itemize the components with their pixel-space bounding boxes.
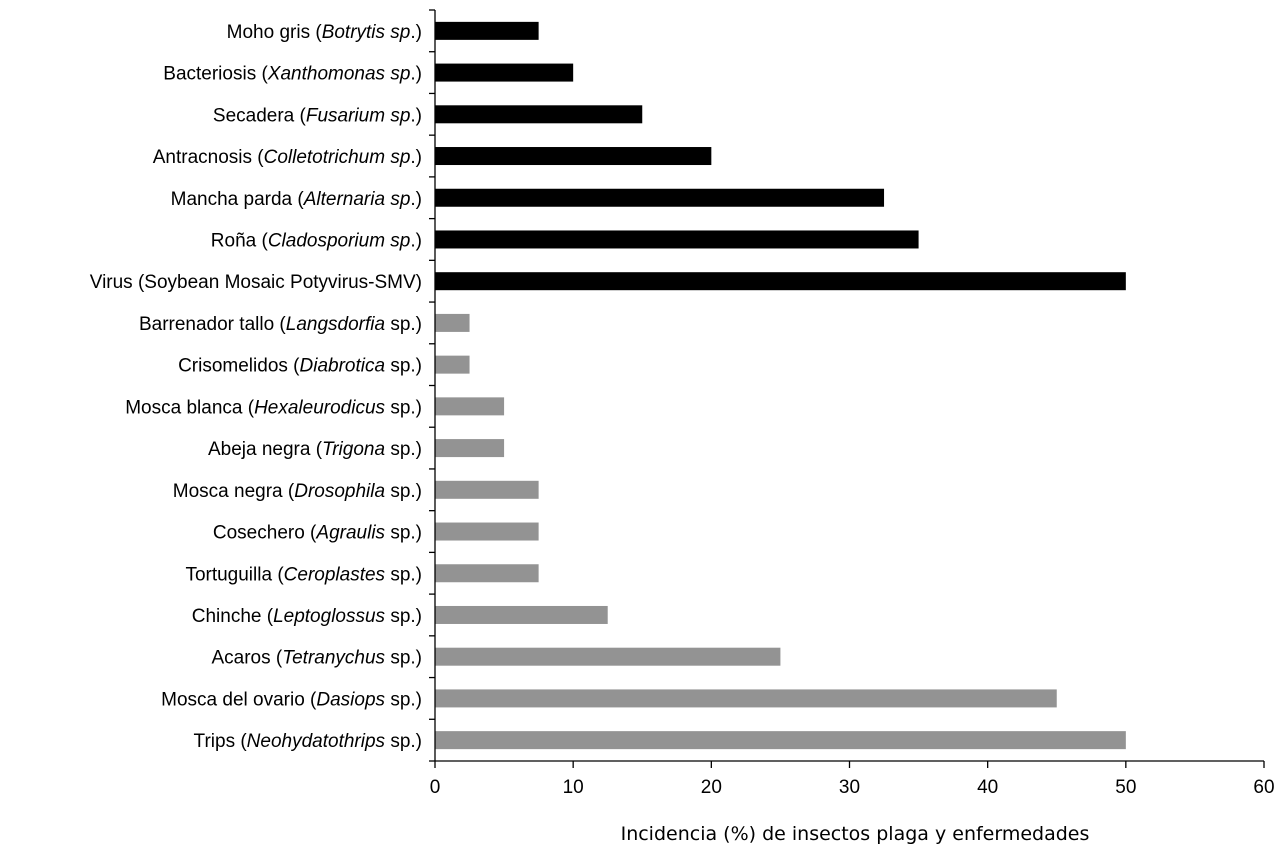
bar-9 — [435, 397, 505, 416]
bar-12 — [435, 522, 539, 541]
bar-15 — [435, 647, 781, 666]
category-label-8: Crisomelidos (Diabrotica sp.) — [178, 356, 422, 377]
category-label-4: Mancha parda (Alternaria sp.) — [171, 189, 422, 210]
bar-2 — [435, 105, 643, 124]
x-tick-label-5: 50 — [1115, 777, 1136, 798]
bar-10 — [435, 439, 505, 458]
x-tick-label-3: 30 — [839, 777, 860, 798]
category-label-9: Mosca blanca (Hexaleurodicus sp.) — [125, 397, 422, 418]
category-label-17: Trips (Neohydatothrips sp.) — [194, 731, 422, 752]
x-tick-label-2: 20 — [701, 777, 722, 798]
category-label-0: Moho gris (Botrytis sp.) — [227, 22, 422, 43]
category-label-2: Secadera (Fusarium sp.) — [213, 105, 422, 126]
bar-6 — [435, 272, 1126, 291]
category-label-12: Cosechero (Agraulis sp.) — [213, 523, 422, 544]
x-axis-title: Incidencia (%) de insectos plaga y enfer… — [621, 823, 1090, 845]
x-tick-label-0: 0 — [430, 777, 441, 798]
bar-7 — [435, 313, 470, 332]
bars-group — [435, 21, 1126, 750]
category-label-11: Mosca negra (Drosophila sp.) — [173, 481, 422, 502]
x-tick-label-6: 60 — [1253, 777, 1274, 798]
category-label-7: Barrenador tallo (Langsdorfia sp.) — [139, 314, 422, 335]
axes-group — [429, 9, 1265, 768]
bar-13 — [435, 564, 539, 583]
category-label-5: Roña (Cladosporium sp.) — [211, 230, 422, 251]
bar-1 — [435, 63, 574, 82]
category-label-16: Mosca del ovario (Dasiops sp.) — [161, 689, 422, 710]
bar-11 — [435, 480, 539, 499]
category-label-3: Antracnosis (Colletotrichum sp.) — [153, 147, 422, 168]
category-label-1: Bacteriosis (Xanthomonas sp.) — [163, 64, 422, 85]
category-labels: Moho gris (Botrytis sp.) Bacteriosis (Xan… — [90, 22, 422, 752]
bar-17 — [435, 731, 1126, 750]
x-tick-labels: 0 10 20 30 40 50 60 — [430, 777, 1275, 798]
bar-16 — [435, 689, 1057, 708]
bar-14 — [435, 605, 608, 624]
category-label-13: Tortuguilla (Ceroplastes sp.) — [185, 564, 422, 585]
category-label-14: Chinche (Leptoglossus sp.) — [192, 606, 422, 627]
bar-3 — [435, 147, 712, 166]
category-label-15: Acaros (Tetranychus sp.) — [211, 648, 422, 669]
bar-4 — [435, 188, 885, 207]
category-label-6: Virus (Soybean Mosaic Potyvirus-SMV) — [90, 272, 422, 293]
category-label-10: Abeja negra (Trigona sp.) — [208, 439, 422, 460]
bar-0 — [435, 21, 539, 40]
bar-5 — [435, 230, 919, 249]
bar-8 — [435, 355, 470, 374]
x-tick-label-4: 40 — [977, 777, 998, 798]
x-tick-label-1: 10 — [563, 777, 584, 798]
